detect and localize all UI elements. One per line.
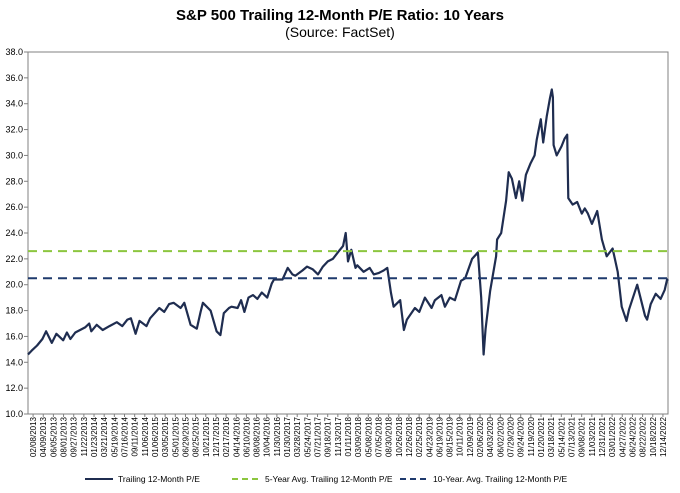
x-tick-label: 12/17/2015 (212, 416, 221, 457)
x-tick-label: 06/10/2016 (242, 416, 251, 457)
x-tick-label: 06/24/2022 (628, 416, 637, 457)
x-tick-label: 04/09/2013 (39, 416, 48, 457)
y-tick-label: 30.0 (5, 150, 23, 160)
x-tick-label: 03/28/2017 (293, 416, 302, 457)
x-tick-label: 09/24/2020 (517, 416, 526, 457)
y-tick-label: 20.0 (5, 280, 23, 290)
y-tick-label: 28.0 (5, 176, 23, 186)
x-tick-label: 10/18/2022 (649, 416, 658, 457)
x-tick-label: 07/29/2020 (507, 416, 516, 457)
legend-label: Trailing 12-Month P/E (118, 474, 200, 484)
x-tick-label: 06/19/2019 (435, 416, 444, 457)
x-tick-label: 02/17/2016 (222, 416, 231, 457)
x-tick-label: 12/14/2022 (659, 416, 668, 457)
x-tick-label: 01/20/2021 (537, 416, 546, 457)
y-tick-label: 26.0 (5, 202, 23, 212)
x-tick-label: 10/11/2019 (456, 416, 465, 456)
y-tick-label: 36.0 (5, 73, 23, 83)
x-tick-label: 01/11/2018 (344, 416, 353, 456)
x-tick-label: 07/13/2021 (567, 416, 576, 457)
x-tick-label: 07/21/2017 (314, 416, 323, 457)
x-tick-label: 05/19/2014 (110, 416, 119, 457)
x-tick-label: 11/30/2016 (273, 416, 282, 456)
legend-label: 5-Year Avg. Trailing 12-Month P/E (265, 474, 393, 484)
chart-subtitle: (Source: FactSet) (285, 24, 395, 40)
x-tick-label: 08/25/2015 (192, 416, 201, 457)
series-line-trailing-pe (27, 88, 669, 356)
y-tick-label: 10.0 (5, 409, 23, 419)
x-tick-label: 03/18/2021 (547, 416, 556, 457)
x-tick-label: 09/18/2017 (324, 416, 333, 457)
x-tick-label: 12/09/2019 (466, 416, 475, 457)
x-tick-label: 02/08/2013 (29, 416, 38, 457)
x-tick-label: 11/03/2021 (588, 416, 597, 456)
x-tick-label: 03/05/2015 (161, 416, 170, 457)
x-tick-label: 07/16/2014 (121, 416, 130, 457)
x-tick-label: 11/22/2013 (80, 416, 89, 456)
y-tick-label: 16.0 (5, 331, 23, 341)
x-tick-label: 04/14/2016 (232, 416, 241, 457)
x-tick-label: 10/26/2018 (395, 416, 404, 457)
x-tick-label: 08/30/2018 (385, 416, 394, 457)
x-tick-label: 03/09/2018 (354, 416, 363, 457)
x-tick-label: 09/08/2021 (578, 416, 587, 457)
y-tick-label: 12.0 (5, 383, 23, 393)
x-tick-label: 02/06/2020 (476, 416, 485, 457)
x-tick-label: 05/14/2021 (557, 416, 566, 457)
plot-area: 10.0 12.0 14.0 16.0 18.0 20.0 22.0 24.0 26.0 28.0… (5, 47, 669, 457)
x-tick-label: 04/27/2022 (618, 416, 627, 457)
x-tick-label: 03/21/2014 (100, 416, 109, 457)
x-tick-label: 08/01/2013 (60, 416, 69, 457)
x-tick-label: 01/06/2015 (151, 416, 160, 457)
y-tick-label: 32.0 (5, 125, 23, 135)
x-tick-label: 05/24/2017 (303, 416, 312, 457)
plot-frame (27, 51, 669, 415)
x-tick-label: 05/01/2015 (171, 416, 180, 457)
x-tick-label: 03/01/2022 (608, 416, 617, 457)
x-tick-label: 08/15/2019 (446, 416, 455, 457)
x-tick-label: 11/19/2020 (527, 416, 536, 456)
x-tick-label: 06/05/2013 (49, 416, 58, 457)
x-tick-label: 06/02/2020 (496, 416, 505, 457)
x-tick-label: 12/26/2018 (405, 416, 414, 457)
x-tick-label: 02/25/2019 (415, 416, 424, 457)
x-tick-label: 04/03/2020 (486, 416, 495, 457)
y-tick-label: 38.0 (5, 47, 23, 57)
y-tick-label: 22.0 (5, 254, 23, 264)
legend-label: 10-Year. Avg. Trailing 12-Month P/E (433, 474, 568, 484)
x-tick-label: 08/22/2022 (639, 416, 648, 457)
x-tick-label: 06/29/2015 (181, 416, 190, 457)
x-tick-label: 10/21/2015 (202, 416, 211, 457)
x-tick-label: 07/05/2018 (374, 416, 383, 457)
y-tick-label: 14.0 (5, 357, 23, 367)
chart-title: S&P 500 Trailing 12-Month P/E Ratio: 10 … (176, 7, 504, 24)
x-tick-label: 12/31/2021 (598, 416, 607, 457)
x-tick-label: 09/27/2013 (70, 416, 79, 457)
y-tick-label: 34.0 (5, 99, 23, 109)
x-tick-label: 11/13/2017 (334, 416, 343, 456)
x-tick-label: 01/30/2017 (283, 416, 292, 457)
y-tick-label: 18.0 (5, 306, 23, 316)
x-tick-label: 08/08/2016 (253, 416, 262, 457)
y-tick-label: 24.0 (5, 228, 23, 238)
x-tick-label: 04/23/2019 (425, 416, 434, 457)
x-tick-label: 10/04/2016 (263, 416, 272, 457)
x-tick-label: 05/08/2018 (364, 416, 373, 457)
x-tick-label: 01/23/2014 (90, 416, 99, 457)
x-tick-label: 11/06/2014 (141, 416, 150, 456)
x-tick-label: 09/11/2014 (131, 416, 140, 456)
legend: Trailing 12-Month P/E 5-Year Avg. Trailin… (85, 474, 568, 484)
